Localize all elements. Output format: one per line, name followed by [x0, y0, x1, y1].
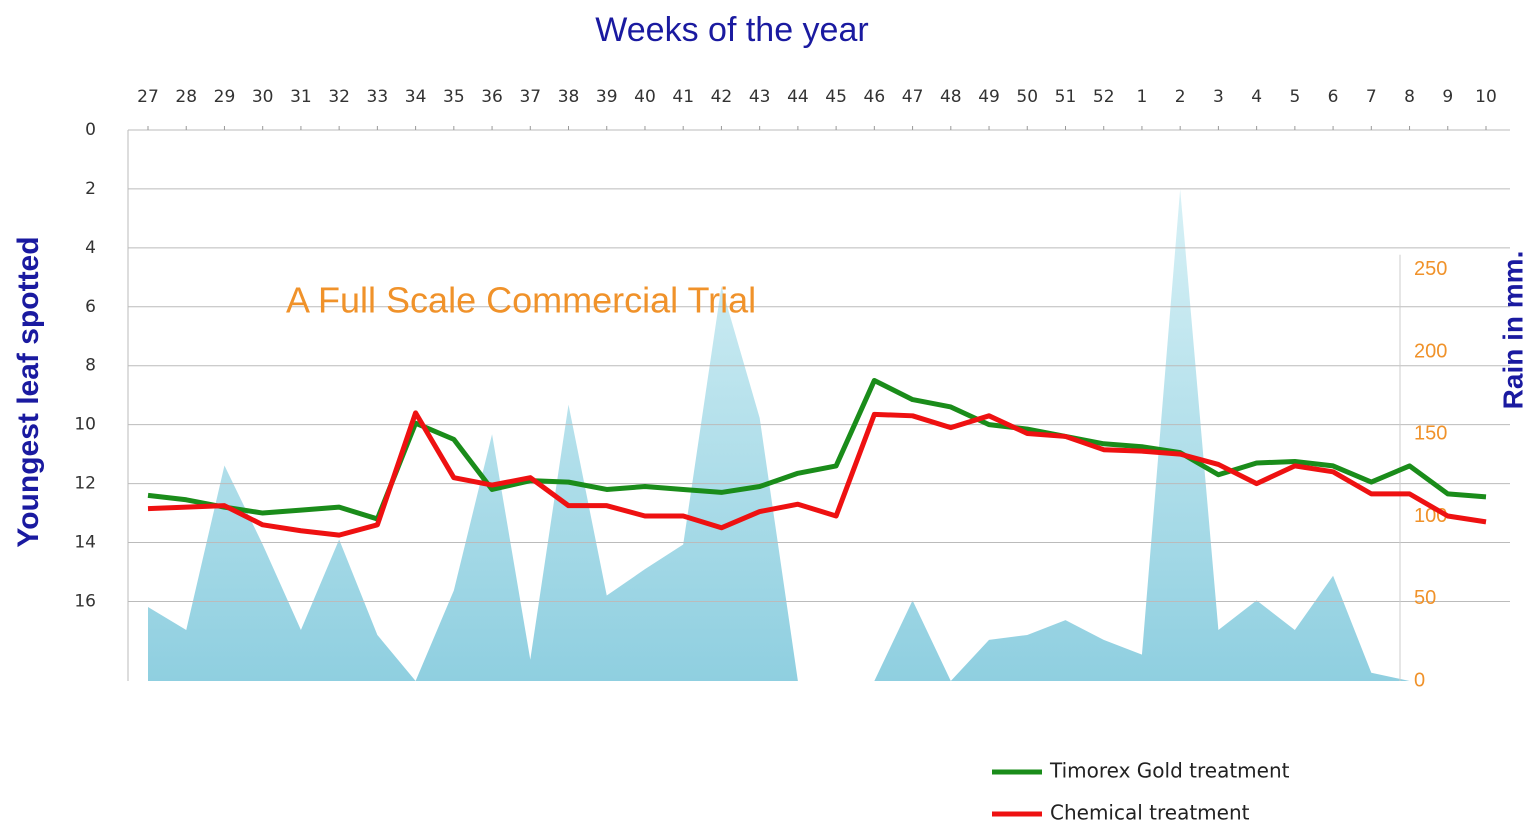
x-tick-label: 1 — [1137, 87, 1148, 107]
y2-tick-label: 250 — [1414, 258, 1447, 280]
x-tick-label: 35 — [443, 87, 465, 107]
x-tick-label: 28 — [175, 87, 197, 107]
x-tick-label: 37 — [519, 87, 541, 107]
y2-tick-label: 0 — [1414, 669, 1425, 691]
x-tick-label: 33 — [367, 87, 389, 107]
x-tick-label: 46 — [864, 87, 886, 107]
x-tick-label: 34 — [405, 87, 427, 107]
x-tick-label: 47 — [902, 87, 924, 107]
y2-tick-label: 150 — [1414, 423, 1447, 445]
x-tick-label: 45 — [825, 87, 847, 107]
x-tick-label: 39 — [596, 87, 618, 107]
x-tick-label: 2 — [1175, 87, 1186, 107]
x-tick-label: 6 — [1328, 87, 1339, 107]
x-tick-label: 44 — [787, 87, 809, 107]
x-tick-label: 49 — [978, 87, 1000, 107]
y-tick-label: 2 — [85, 179, 96, 199]
x-tick-label: 29 — [214, 87, 236, 107]
x-tick-label: 3 — [1213, 87, 1224, 107]
x-tick-label: 32 — [328, 87, 350, 107]
y-tick-label: 4 — [85, 238, 96, 258]
x-tick-label: 51 — [1055, 87, 1077, 107]
legend-label: Chemical treatment — [1050, 801, 1250, 825]
series-line — [148, 380, 1486, 518]
y-axis-label: Youngest leaf spotted — [12, 236, 45, 547]
chart-title: Weeks of the year — [595, 11, 868, 49]
x-tick-label: 7 — [1366, 87, 1377, 107]
series-line — [148, 413, 1486, 535]
x-tick-label: 30 — [252, 87, 274, 107]
x-tick-label: 9 — [1442, 87, 1453, 107]
x-tick-label: 4 — [1251, 87, 1262, 107]
x-tick-label: 31 — [290, 87, 312, 107]
y-tick-label: 8 — [85, 356, 96, 376]
y-tick-label: 14 — [74, 533, 96, 553]
x-tick-label: 43 — [749, 87, 771, 107]
x-tick-label: 40 — [634, 87, 656, 107]
x-tick-label: 36 — [481, 87, 503, 107]
y-tick-label: 0 — [85, 120, 96, 140]
x-tick-label: 10 — [1475, 87, 1497, 107]
y2-tick-label: 50 — [1414, 587, 1436, 609]
x-tick-label: 38 — [558, 87, 580, 107]
y-tick-label: 16 — [74, 591, 96, 611]
x-tick-label: 5 — [1289, 87, 1300, 107]
y-tick-label: 6 — [85, 297, 96, 317]
y-tick-label: 12 — [74, 474, 96, 494]
y-tick-label: 10 — [74, 415, 96, 435]
x-tick-label: 41 — [672, 87, 694, 107]
annotation: A Full Scale Commercial Trial — [286, 280, 756, 321]
page: Weeks of the year Youngest leaf spotted … — [0, 0, 1533, 831]
x-tick-label: 8 — [1404, 87, 1415, 107]
rain-area — [148, 189, 1410, 681]
x-tick-label: 42 — [711, 87, 733, 107]
y2-axis-label: Rain in mm. — [1497, 251, 1528, 410]
x-tick-label: 52 — [1093, 87, 1115, 107]
chart: Weeks of the year Youngest leaf spotted … — [0, 0, 1533, 827]
x-tick-label: 50 — [1016, 87, 1038, 107]
x-tick-label: 27 — [137, 87, 159, 107]
y2-tick-label: 200 — [1414, 340, 1447, 362]
x-tick-label: 48 — [940, 87, 962, 107]
legend-label: Timorex Gold treatment — [1049, 759, 1290, 783]
